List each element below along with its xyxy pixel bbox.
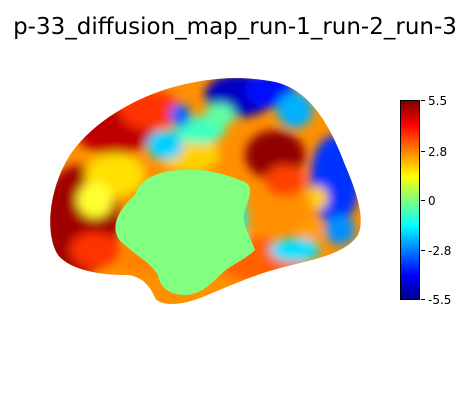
colorbar-tick: [421, 200, 425, 201]
brain-surface-plot: [40, 70, 370, 315]
colorbar-tick-label: -2.8: [428, 244, 452, 258]
colorbar: [400, 100, 420, 300]
colorbar-tick: [421, 100, 425, 101]
plot-title: p-33_diffusion_map_run-1_run-2_run-3: [13, 14, 457, 40]
brain-cortex: [50, 78, 361, 305]
colorbar-tick: [421, 151, 425, 152]
colorbar-tick-label: 5.5: [428, 94, 448, 108]
medial-wall: [115, 169, 255, 295]
brain-surface-svg: [50, 78, 361, 305]
colorbar-tick-label: 0: [428, 194, 436, 208]
colorbar-tick: [421, 299, 425, 300]
colorbar-tick-label: -5.5: [428, 293, 452, 307]
colorbar-tick-label: 2.8: [428, 145, 448, 159]
colorbar-tick: [421, 250, 425, 251]
